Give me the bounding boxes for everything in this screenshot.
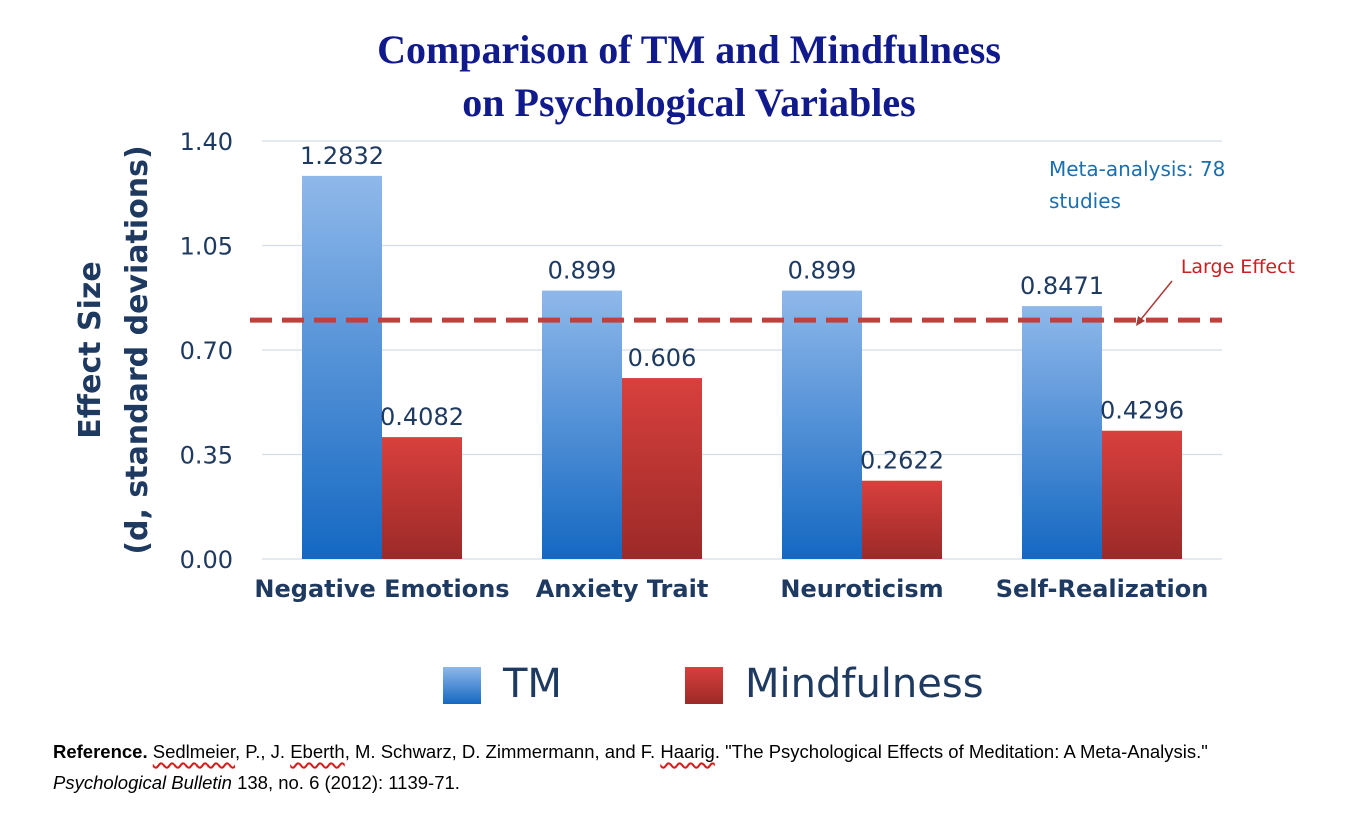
meta-analysis-note-line-1: Meta-analysis: 78 [1049, 157, 1225, 181]
large-effect-arrow [1137, 280, 1173, 324]
x-category-label: Anxiety Trait [536, 575, 709, 603]
legend-label-mindfulness: Mindfulness [745, 661, 984, 707]
bar-tm [782, 290, 862, 559]
y-tick-label: 1.40 [180, 128, 233, 156]
y-axis-ticks: 0.00 0.35 0.70 1.05 1.40 [180, 128, 233, 574]
bar-mindfulness [1102, 430, 1182, 559]
reference-text-2: , M. Schwarz, D. Zimmermann, and F. [344, 741, 661, 762]
data-labels: 1.2832 0.4082 0.899 0.606 0.899 0.2622 0.8471 0… [300, 142, 1184, 475]
bar-tm [302, 175, 382, 559]
bar-mindfulness [862, 480, 942, 559]
chart-title-line-2: on Psychological Variables [462, 80, 915, 125]
bar-tm [1022, 306, 1102, 559]
x-category-label: Negative Emotions [254, 575, 509, 603]
data-label-mindfulness: 0.2622 [860, 447, 944, 475]
y-axis-label-line-2: (d, standard deviations) [120, 145, 155, 554]
y-axis-label-line-1: Effect Size [73, 261, 108, 438]
data-label-tm: 0.899 [548, 257, 617, 285]
y-tick-label: 0.00 [180, 546, 233, 574]
x-category-label: Self-Realization [996, 575, 1209, 603]
reference-text-4: 138, no. 6 (2012): 1139-71. [231, 772, 460, 793]
reference-text-3: . "The Psychological Effects of Meditati… [714, 741, 1208, 762]
large-effect-label: Large Effect [1181, 256, 1295, 278]
data-label-tm: 0.899 [788, 257, 857, 285]
bar-mindfulness [382, 437, 462, 559]
reference-author-eberth: Eberth [290, 741, 345, 762]
data-label-tm: 1.2832 [300, 142, 384, 170]
bar-mindfulness [622, 378, 702, 559]
data-label-mindfulness: 0.4082 [380, 403, 464, 431]
reference-citation: Reference. Sedlmeier, P., J. Eberth, M. … [53, 736, 1313, 798]
reference-label: Reference. [53, 741, 148, 762]
data-label-mindfulness: 0.4296 [1100, 397, 1184, 425]
bar-tm [542, 290, 622, 559]
legend-label-tm: TM [502, 661, 562, 707]
data-label-mindfulness: 0.606 [628, 344, 697, 372]
reference-journal: Psychological Bulletin [53, 772, 232, 793]
legend: TM Mindfulness [443, 661, 984, 707]
y-tick-label: 0.35 [180, 442, 233, 470]
data-label-tm: 0.8471 [1020, 272, 1104, 300]
legend-swatch-tm [443, 667, 481, 704]
meta-analysis-note-line-2: studies [1049, 189, 1121, 213]
bars [302, 175, 1182, 559]
y-tick-label: 1.05 [180, 233, 233, 261]
reference-text-1: , P., J. [235, 741, 291, 762]
reference-author-sedlmeier: Sedlmeier [152, 741, 236, 762]
y-axis-label: Effect Size (d, standard deviations) [73, 145, 155, 554]
y-tick-label: 0.70 [180, 337, 233, 365]
chart-title-line-1: Comparison of TM and Mindfulness [377, 27, 1001, 72]
x-axis-categories: Negative Emotions Anxiety Trait Neuroticis… [254, 575, 1208, 603]
reference-author-haarig: Haarig [660, 741, 715, 762]
x-category-label: Neuroticism [780, 575, 943, 603]
chart: Comparison of TM and Mindfulness on Psyc… [73, 27, 1295, 707]
large-effect-arrowhead [1136, 316, 1145, 326]
legend-swatch-mindfulness [685, 667, 723, 704]
